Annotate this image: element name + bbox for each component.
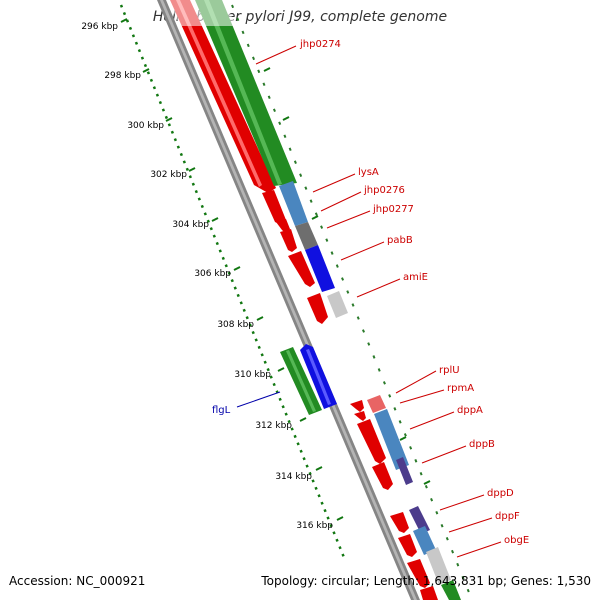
ruler-tick: 302 kbp	[150, 167, 196, 180]
ruler-tick: 312 kbp	[255, 417, 307, 431]
ruler-tick-label: 310 kbp	[234, 370, 271, 380]
green-strand-long-shade	[204, 0, 282, 185]
gene-label-rpmA: rpmA	[447, 383, 474, 394]
gene-label-rplU: rplU	[439, 365, 460, 376]
callout-dppD	[439, 494, 485, 511]
gene-labels: jhp0274 lysA jhp0276 jhp0277 pabB amiE f…	[212, 39, 529, 546]
gene-dppF	[398, 534, 417, 557]
gene-rplU	[350, 400, 364, 412]
ruler-tick: 310 kbp	[234, 367, 285, 380]
ruler-tick-label: 306 kbp	[194, 269, 231, 279]
callout-dppB	[421, 445, 467, 464]
gene-steel-3	[413, 526, 436, 555]
gene-label-obgE: obgE	[504, 535, 529, 546]
ruler-tick-label: 308 kbp	[217, 320, 254, 330]
gene-amiE	[307, 293, 328, 324]
gene-blue-reverse-shade	[306, 349, 331, 405]
green-strand-long	[195, 0, 297, 186]
gene-dppA	[357, 419, 386, 464]
ruler-tick: 298 kbp	[104, 68, 150, 81]
gene-steel-1	[279, 181, 308, 226]
gene-lightgray-1	[327, 291, 348, 318]
gene-label-dppD: dppD	[487, 488, 514, 499]
gene-dppD	[390, 512, 409, 533]
ruler-tick-label: 314 kbp	[275, 472, 312, 482]
forward-strand-long	[170, 0, 276, 193]
gene-pink-1	[367, 395, 386, 413]
accession-text: Accession: NC_000921	[9, 574, 146, 588]
gene-label-dppB: dppB	[469, 439, 495, 450]
gene-steel-2	[374, 409, 409, 470]
callout-jhp0274	[255, 45, 297, 65]
ruler-tick: 304 kbp	[172, 217, 219, 230]
gene-label-lysA: lysA	[358, 167, 379, 178]
ruler-tick: 316 kbp	[296, 516, 344, 531]
gene-green-bottom	[441, 580, 461, 600]
ruler-tick: 314 kbp	[275, 466, 323, 482]
topology-text: Topology: circular; Length: 1,643,831 bp…	[261, 574, 591, 588]
ruler-tick-label: 298 kbp	[104, 71, 141, 81]
ruler-tick-label: 300 kbp	[127, 121, 164, 131]
callout-obgE	[456, 541, 502, 558]
callout-dppA	[409, 411, 455, 430]
ruler-tick: 306 kbp	[194, 266, 241, 279]
ruler: 296 kbp 298 kbp 300 kbp 302 kbp 304 kbp …	[81, 18, 344, 531]
ruler-tick: 296 kbp	[81, 18, 128, 32]
gene-jhp0277	[280, 229, 297, 252]
gene-label-amiE: amiE	[403, 272, 428, 283]
gene-gray-1	[295, 222, 318, 250]
gene-bottom-red	[420, 586, 438, 600]
gene-dppB	[372, 462, 393, 490]
ruler-tick-label: 296 kbp	[81, 22, 118, 32]
callout-rpmA	[399, 389, 445, 404]
ruler-tick-label: 304 kbp	[172, 220, 209, 230]
callout-dppF	[448, 517, 493, 533]
gene-pabB	[288, 251, 315, 287]
gene-purple-1	[396, 457, 413, 485]
strand-fade	[168, 0, 236, 26]
gene-label-jhp0277: jhp0277	[372, 204, 414, 215]
gene-label-dppA: dppA	[457, 405, 483, 416]
gene-label-flgL: flgL	[212, 405, 231, 416]
gene-lysA	[262, 190, 286, 225]
callout-amiE	[356, 278, 401, 298]
callout-jhp0276	[320, 191, 362, 212]
ruler-tick-label: 302 kbp	[150, 170, 187, 180]
gene-label-pabB: pabB	[387, 235, 413, 246]
callout-jhp0277	[326, 210, 371, 229]
gene-lightgray-2	[426, 547, 451, 585]
ruler-tick-label: 316 kbp	[296, 521, 333, 531]
ruler-tick-label: 312 kbp	[255, 421, 292, 431]
callout-pabB	[340, 241, 385, 261]
callout-rplU	[395, 370, 437, 394]
gene-flgL-green-shade	[286, 350, 316, 412]
outer-ticks	[263, 67, 431, 485]
gene-label-dppF: dppF	[495, 511, 520, 522]
backbone-highlight	[160, 0, 417, 600]
ruler-tick: 308 kbp	[217, 316, 264, 330]
callout-flgL	[236, 391, 281, 408]
callout-lysA	[312, 173, 356, 193]
gene-obgE	[407, 559, 430, 588]
gene-label-jhp0276: jhp0276	[363, 185, 405, 196]
outer-boundary-dotted-line	[231, 4, 471, 596]
gene-blue-1	[305, 245, 335, 292]
ruler-tick: 300 kbp	[127, 117, 173, 131]
gene-label-jhp0274: jhp0274	[299, 39, 341, 50]
forward-strand-long-shade	[176, 0, 262, 187]
gene-rpmA	[354, 411, 366, 421]
